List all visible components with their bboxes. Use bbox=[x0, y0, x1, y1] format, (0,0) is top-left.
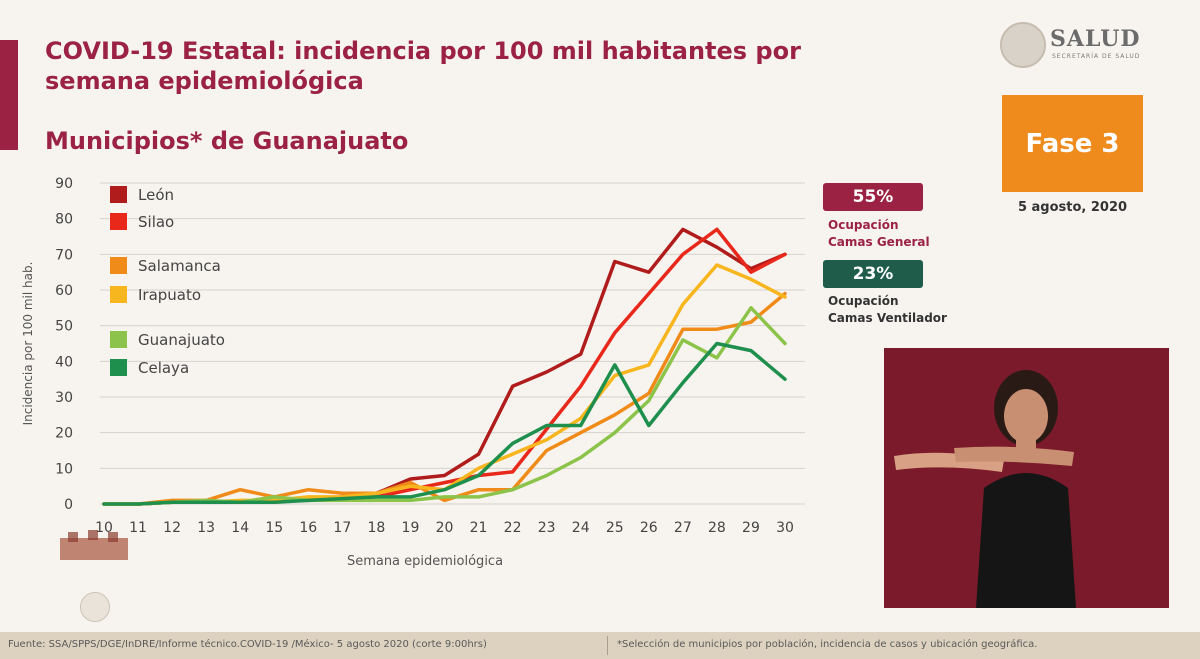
y-tick-label: 70 bbox=[55, 247, 73, 263]
x-tick-label: 20 bbox=[436, 520, 454, 536]
interpreter-figure bbox=[884, 348, 1169, 608]
eagle-seal-icon bbox=[1000, 22, 1046, 68]
y-tick-label: 80 bbox=[55, 212, 73, 228]
phase-badge: Fase 3 bbox=[1002, 95, 1143, 192]
x-tick-label: 13 bbox=[197, 520, 215, 536]
x-tick-label: 17 bbox=[333, 520, 351, 536]
legend-swatch bbox=[110, 286, 127, 303]
logo-text: SALUD bbox=[1050, 26, 1141, 52]
salud-logo: SALUD SECRETARÍA DE SALUD bbox=[1000, 22, 1150, 68]
y-tick-label: 50 bbox=[55, 319, 73, 335]
x-tick-label: 11 bbox=[129, 520, 147, 536]
legend-swatch bbox=[110, 186, 127, 203]
x-tick-label: 23 bbox=[538, 520, 556, 536]
legend-label: León bbox=[138, 186, 174, 204]
x-tick-label: 16 bbox=[299, 520, 317, 536]
ventilator-occupancy-label: Ocupación Camas Ventilador bbox=[828, 293, 947, 327]
legend-swatch bbox=[110, 331, 127, 348]
legend-swatch bbox=[110, 213, 127, 230]
legend-swatch bbox=[110, 359, 127, 376]
y-tick-label: 60 bbox=[55, 283, 73, 299]
footer-divider bbox=[607, 636, 608, 655]
legend-swatch bbox=[110, 257, 127, 274]
legend-label: Irapuato bbox=[138, 286, 201, 304]
sign-language-interpreter-video bbox=[884, 348, 1169, 608]
y-tick-label: 0 bbox=[64, 497, 73, 513]
y-tick-label: 30 bbox=[55, 390, 73, 406]
x-tick-label: 14 bbox=[231, 520, 249, 536]
legend-label: Silao bbox=[138, 213, 174, 231]
x-tick-label: 19 bbox=[402, 520, 420, 536]
decorative-seal-icon bbox=[80, 592, 110, 622]
x-tick-label: 30 bbox=[776, 520, 794, 536]
ventilator-occupancy-value: 23% bbox=[823, 260, 923, 288]
x-tick-label: 15 bbox=[265, 520, 283, 536]
legend-label: Salamanca bbox=[138, 257, 221, 275]
report-date: 5 agosto, 2020 bbox=[1017, 200, 1128, 215]
x-tick-label: 22 bbox=[504, 520, 522, 536]
x-tick-label: 18 bbox=[367, 520, 385, 536]
x-tick-label: 21 bbox=[470, 520, 488, 536]
general-occupancy-label: Ocupación Camas General bbox=[828, 217, 930, 251]
page-title: COVID-19 Estatal: incidencia por 100 mil… bbox=[45, 37, 801, 95]
general-occupancy-label-line2: Camas General bbox=[828, 235, 930, 249]
ventilator-occupancy-label-line2: Camas Ventilador bbox=[828, 311, 947, 325]
y-tick-label: 90 bbox=[55, 176, 73, 192]
y-tick-label: 10 bbox=[55, 461, 73, 477]
general-occupancy-value: 55% bbox=[823, 183, 923, 211]
legend-label: Guanajuato bbox=[138, 331, 225, 349]
x-tick-label: 12 bbox=[163, 520, 181, 536]
x-axis-label: Semana epidemiológica bbox=[347, 554, 503, 569]
general-occupancy-label-line1: Ocupación bbox=[828, 218, 899, 232]
footer: Fuente: SSA/SPPS/DGE/InDRE/Informe técni… bbox=[0, 632, 1200, 659]
x-tick-label: 25 bbox=[606, 520, 624, 536]
y-axis-label: Incidencia por 100 mil hab. bbox=[21, 262, 35, 426]
footer-source: Fuente: SSA/SPPS/DGE/InDRE/Informe técni… bbox=[8, 639, 487, 650]
y-tick-label: 40 bbox=[55, 354, 73, 370]
page-subtitle: Municipios* de Guanajuato bbox=[45, 127, 409, 155]
x-tick-label: 27 bbox=[674, 520, 692, 536]
y-tick-label: 20 bbox=[55, 426, 73, 442]
series-line bbox=[102, 291, 787, 506]
series-line bbox=[102, 341, 787, 506]
logo-subtext: SECRETARÍA DE SALUD bbox=[1052, 53, 1141, 60]
decorative-logo bbox=[60, 530, 128, 560]
footer-note: *Selección de municipios por población, … bbox=[617, 639, 1038, 650]
legend-label: Celaya bbox=[138, 359, 189, 377]
x-tick-label: 24 bbox=[572, 520, 590, 536]
x-tick-label: 29 bbox=[742, 520, 760, 536]
accent-bar bbox=[0, 40, 18, 150]
ventilator-occupancy-label-line1: Ocupación bbox=[828, 294, 899, 308]
x-tick-label: 28 bbox=[708, 520, 726, 536]
x-tick-label: 26 bbox=[640, 520, 658, 536]
